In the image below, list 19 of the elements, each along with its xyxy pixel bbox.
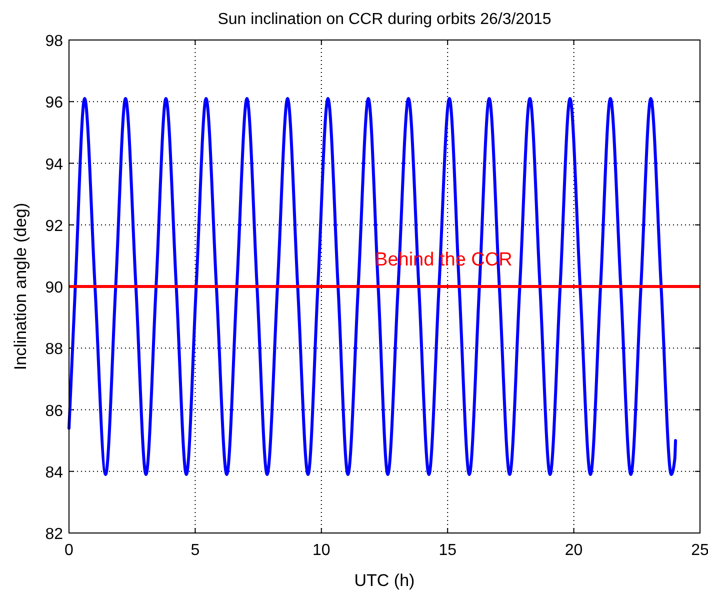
y-tick-label: 82: [45, 526, 64, 543]
y-tick-label: 92: [45, 218, 64, 235]
x-tick-label: 0: [64, 542, 74, 559]
x-tick-label: 20: [564, 542, 583, 559]
x-tick-label: 15: [438, 542, 457, 559]
line-series: [68, 97, 678, 476]
y-tick-label: 94: [45, 156, 64, 174]
y-tick-label: 84: [45, 464, 64, 482]
y-tick-label: 88: [45, 341, 64, 358]
y-tick-label: 86: [45, 402, 64, 420]
y-tick-label: 90: [45, 280, 64, 296]
x-tick-label: 25: [691, 542, 708, 559]
x-tick-label: 10: [312, 542, 330, 559]
x-axis-title: UTC (h): [354, 571, 415, 590]
x-tick-label: 5: [190, 542, 200, 559]
y-tick-label: 96: [45, 94, 64, 112]
y-tick-label: 98: [45, 33, 64, 50]
chart-title: Sun inclination on CCR during orbits 26/3/2015: [218, 11, 552, 28]
y-axis-title: Inclination angle (deg): [11, 202, 30, 370]
